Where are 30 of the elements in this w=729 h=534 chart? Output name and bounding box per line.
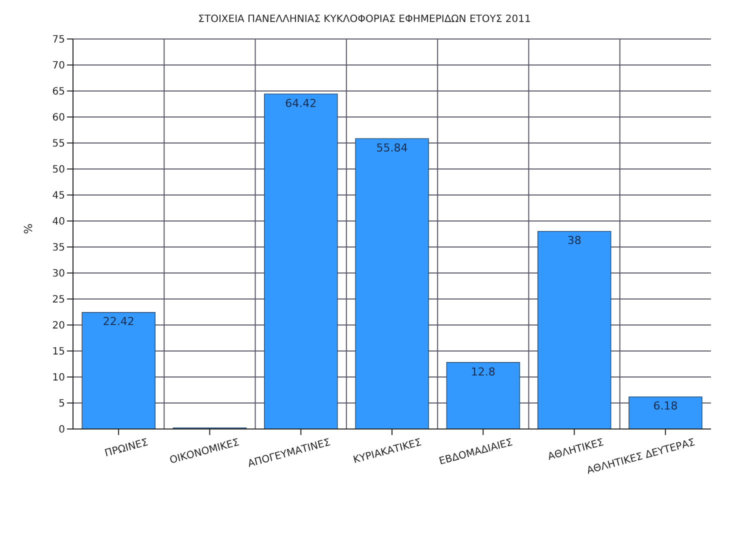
bar [628,396,702,429]
y-tick-label: 40 [52,216,65,228]
y-tick-label: 35 [52,242,65,254]
y-tick-label: 25 [52,294,65,306]
bar [537,231,612,429]
y-tick-label: 50 [52,164,65,176]
bar [264,94,338,429]
chart-title: ΣΤΟΙΧΕΙΑ ΠΑΝΕΛΛΗΝΙΑΣ ΚΥΚΛΟΦΟΡΙΑΣ ΕΦΗΜΕΡΙΔΩΝ ΕΤΟΥΣ 2011 [197,13,532,27]
y-tick-label: 65 [52,86,65,98]
data-label: 55.84 [376,141,408,154]
y-tick-label: 0 [58,424,65,436]
data-label: 12.8 [470,365,496,378]
y-tick-label: 5 [58,398,65,410]
y-tick-label: 30 [52,268,65,280]
y-tick-label: 20 [52,320,65,332]
data-label: 38 [567,234,582,248]
data-label: 64.42 [285,96,317,110]
bar [82,312,156,429]
y-tick-label: 45 [52,190,65,202]
data-label: 6.18 [653,400,678,413]
y-tick-label: 75 [52,34,65,46]
bar [355,138,429,429]
y-tick-label: 55 [52,138,65,150]
y-tick-label: 60 [52,112,65,124]
y-axis-title: % [22,224,35,234]
y-tick-label: 10 [52,372,65,384]
y-tick-label: 70 [52,60,65,72]
y-tick-label: 15 [52,346,65,358]
bar [446,362,520,429]
data-label: 22.42 [102,315,134,328]
